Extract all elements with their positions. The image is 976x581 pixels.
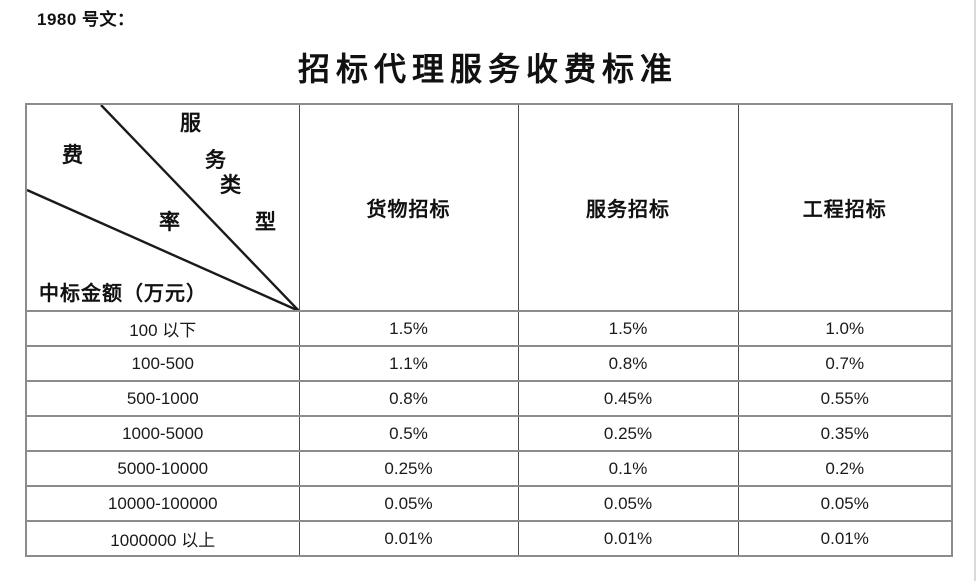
column-header-service-bidding: 服务招标 [517,103,739,312]
amount-range-label: 5000-10000 [25,450,300,487]
amount-range-label: 1000000 以上 [25,520,300,557]
rate-value: 0.5% [298,415,519,452]
amount-range-label: 100 以下 [25,310,300,347]
table-row: 100-500 1.1% 0.8% 0.7% [25,345,953,382]
page-title: 招标代理服务收费标准 [297,51,678,87]
table-row: 5000-10000 0.25% 0.1% 0.2% [25,450,953,487]
column-header-engineering-bidding: 工程招标 [737,103,953,312]
amount-range-label: 500-1000 [25,380,300,417]
rate-value: 0.05% [298,485,519,522]
diagonal-split-lines-icon [27,106,298,309]
rate-value: 0.8% [298,380,519,417]
table-header-row: 服 务 类 型 费 率 中标金额（万元） 货物招标 服务招标 工程招标 [25,103,953,312]
corner-service-type-char-3: 类 [220,173,241,197]
document-number-note: 1980 号文： [37,10,135,29]
rate-value: 0.1% [517,450,739,487]
rate-value: 0.01% [737,520,953,557]
corner-rate-char-1: 费 [62,143,83,167]
column-header-goods-bidding: 货物招标 [298,103,519,312]
rate-value: 1.0% [737,310,953,347]
rate-value: 0.35% [737,415,953,452]
table-row: 10000-100000 0.05% 0.05% 0.05% [25,485,953,522]
table-row: 1000-5000 0.5% 0.25% 0.35% [25,415,953,452]
rate-value: 0.01% [298,520,519,557]
rate-value: 0.25% [298,450,519,487]
corner-rate-char-2: 率 [159,210,180,234]
corner-service-type-char-2: 务 [205,148,226,172]
rate-value: 1.5% [517,310,739,347]
corner-amount-axis-label: 中标金额（万元） [39,283,207,305]
rate-value: 0.2% [737,450,953,487]
amount-range-label: 10000-100000 [25,485,300,522]
rate-value: 0.8% [517,345,739,382]
rate-value: 0.25% [517,415,739,452]
rate-value: 0.05% [737,485,953,522]
table-row: 500-1000 0.8% 0.45% 0.55% [25,380,953,417]
corner-service-type-char-1: 服 [180,111,201,135]
amount-range-label: 100-500 [25,345,300,382]
rate-value: 0.05% [517,485,739,522]
rate-value: 1.1% [298,345,519,382]
corner-service-type-char-4: 型 [255,210,276,234]
rate-value: 1.5% [298,310,519,347]
table-row: 1000000 以上 0.01% 0.01% 0.01% [25,520,953,557]
rate-value: 0.7% [737,345,953,382]
page-right-edge-line [974,0,976,581]
rate-value: 0.01% [517,520,739,557]
rate-value: 0.45% [517,380,739,417]
diagonal-corner-cell: 服 务 类 型 费 率 中标金额（万元） [25,103,300,312]
table-row: 100 以下 1.5% 1.5% 1.0% [25,310,953,347]
amount-range-label: 1000-5000 [25,415,300,452]
fee-standard-table: 服 务 类 型 费 率 中标金额（万元） 货物招标 服务招标 工程招标 100 … [25,103,953,557]
rate-value: 0.55% [737,380,953,417]
